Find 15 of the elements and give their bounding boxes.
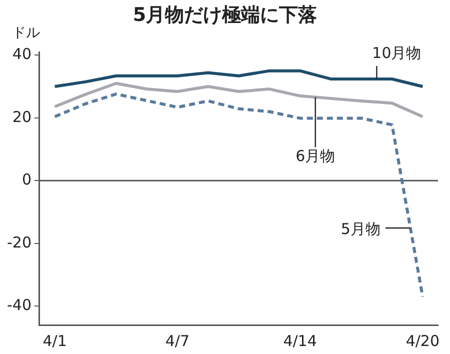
- x-tick-label: 4/7: [165, 332, 190, 350]
- y-axis-title: ドル: [12, 24, 40, 42]
- line-series: [53, 92, 424, 298]
- y-tick-label: -40: [7, 296, 32, 314]
- y-tick-label: 20: [12, 108, 32, 126]
- y-tick-label: 40: [12, 45, 32, 64]
- x-tick-label: 4/14: [283, 332, 317, 350]
- x-tick-label: 4/1: [42, 332, 67, 350]
- x-tick-label: 4/20: [406, 332, 440, 350]
- series-label: 5月物: [340, 220, 380, 238]
- y-tick-label: -20: [7, 233, 32, 252]
- series-label: 10月物: [372, 44, 422, 62]
- y-tick-label: 0: [22, 170, 32, 189]
- text: 6月物: [296, 147, 336, 166]
- chart-title: 5月物だけ極端に下落: [132, 4, 318, 26]
